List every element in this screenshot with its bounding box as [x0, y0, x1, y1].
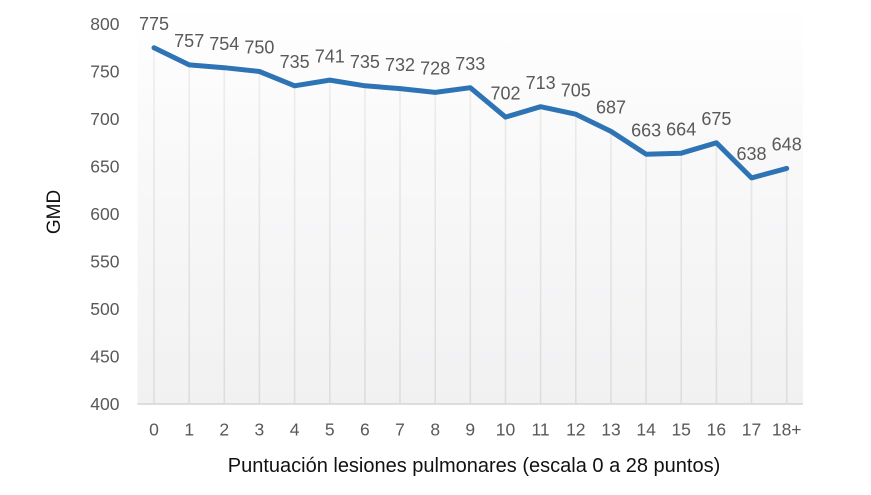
svg-text:550: 550 — [90, 252, 119, 272]
svg-text:3: 3 — [255, 420, 265, 440]
svg-text:741: 741 — [315, 46, 345, 66]
svg-text:702: 702 — [490, 83, 520, 103]
svg-text:500: 500 — [90, 299, 119, 319]
svg-text:638: 638 — [736, 144, 766, 164]
svg-text:Puntuación lesiones pulmonares: Puntuación lesiones pulmonares (escala 0… — [228, 455, 721, 477]
svg-text:8: 8 — [430, 420, 440, 440]
svg-text:757: 757 — [174, 31, 204, 51]
svg-text:735: 735 — [280, 52, 310, 72]
svg-text:600: 600 — [90, 204, 119, 224]
svg-text:7: 7 — [395, 420, 405, 440]
svg-text:687: 687 — [596, 98, 626, 118]
svg-text:15: 15 — [671, 420, 690, 440]
svg-text:2: 2 — [219, 420, 229, 440]
svg-text:648: 648 — [772, 135, 802, 155]
svg-text:775: 775 — [139, 14, 169, 34]
svg-text:800: 800 — [90, 14, 119, 34]
svg-text:675: 675 — [701, 109, 731, 129]
svg-text:6: 6 — [360, 420, 370, 440]
svg-text:11: 11 — [532, 420, 550, 440]
svg-text:4: 4 — [290, 420, 300, 440]
svg-text:663: 663 — [631, 120, 661, 140]
svg-text:1: 1 — [184, 420, 194, 440]
svg-text:17: 17 — [742, 420, 761, 440]
svg-text:16: 16 — [707, 420, 726, 440]
svg-text:0: 0 — [149, 420, 159, 440]
svg-text:12: 12 — [566, 420, 585, 440]
svg-text:728: 728 — [420, 59, 450, 79]
svg-text:13: 13 — [601, 420, 620, 440]
svg-text:GMD: GMD — [44, 190, 65, 234]
svg-text:735: 735 — [350, 52, 380, 72]
svg-text:705: 705 — [561, 81, 591, 101]
svg-text:18+: 18+ — [772, 420, 802, 440]
svg-text:400: 400 — [90, 394, 119, 414]
svg-text:732: 732 — [385, 55, 415, 75]
svg-text:733: 733 — [455, 54, 485, 74]
svg-text:750: 750 — [90, 62, 119, 82]
svg-text:14: 14 — [636, 420, 656, 440]
svg-text:713: 713 — [526, 73, 556, 93]
svg-text:9: 9 — [465, 420, 475, 440]
svg-text:700: 700 — [90, 109, 119, 129]
svg-text:664: 664 — [666, 119, 696, 139]
svg-text:5: 5 — [325, 420, 335, 440]
svg-text:450: 450 — [90, 347, 119, 367]
svg-text:754: 754 — [209, 34, 239, 54]
svg-text:650: 650 — [90, 157, 119, 177]
svg-text:750: 750 — [244, 38, 274, 58]
svg-text:10: 10 — [496, 420, 516, 440]
